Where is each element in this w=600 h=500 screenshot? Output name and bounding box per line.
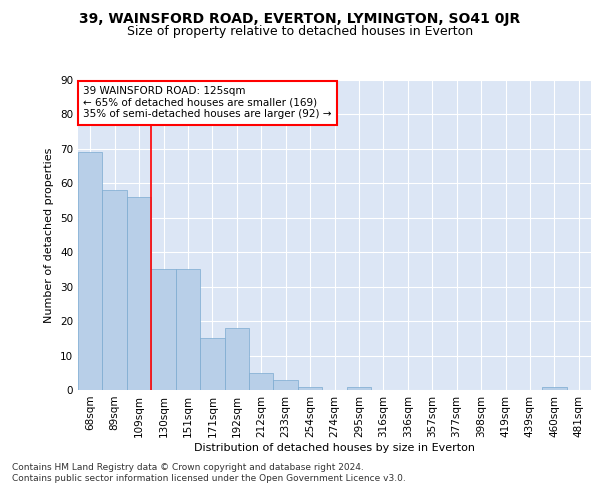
Text: Contains HM Land Registry data © Crown copyright and database right 2024.: Contains HM Land Registry data © Crown c…: [12, 462, 364, 471]
Bar: [274, 380, 298, 390]
Bar: [127, 197, 151, 390]
Text: Size of property relative to detached houses in Everton: Size of property relative to detached ho…: [127, 25, 473, 38]
Bar: [200, 338, 224, 390]
Text: 39, WAINSFORD ROAD, EVERTON, LYMINGTON, SO41 0JR: 39, WAINSFORD ROAD, EVERTON, LYMINGTON, …: [79, 12, 521, 26]
Bar: [542, 386, 566, 390]
Bar: [347, 386, 371, 390]
Text: Contains public sector information licensed under the Open Government Licence v3: Contains public sector information licen…: [12, 474, 406, 483]
Bar: [176, 270, 200, 390]
Bar: [298, 386, 322, 390]
Text: 39 WAINSFORD ROAD: 125sqm
← 65% of detached houses are smaller (169)
35% of semi: 39 WAINSFORD ROAD: 125sqm ← 65% of detac…: [83, 86, 332, 120]
Bar: [151, 270, 176, 390]
Bar: [224, 328, 249, 390]
Y-axis label: Number of detached properties: Number of detached properties: [44, 148, 55, 322]
X-axis label: Distribution of detached houses by size in Everton: Distribution of detached houses by size …: [194, 442, 475, 452]
Bar: [103, 190, 127, 390]
Bar: [78, 152, 103, 390]
Bar: [249, 373, 274, 390]
